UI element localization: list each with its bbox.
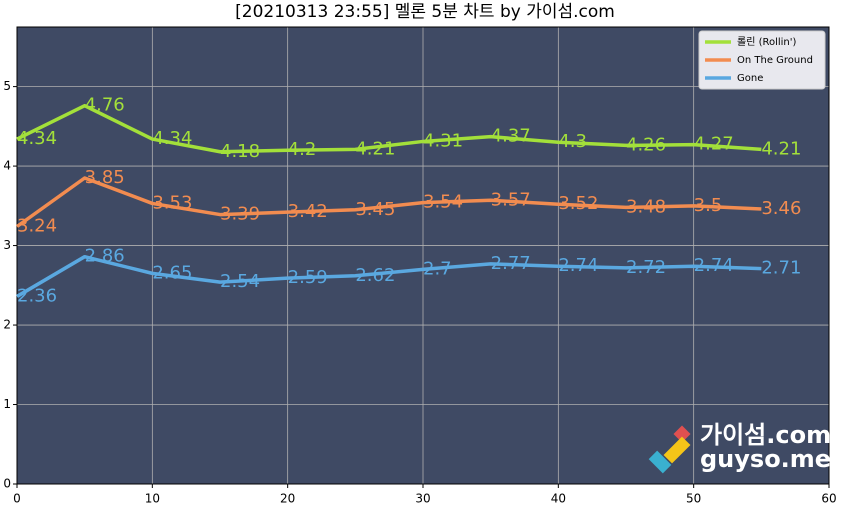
series-line: [16, 103, 762, 154]
data-label: 4.18: [220, 141, 260, 162]
watermark-text: 가이섬.com: [700, 421, 831, 449]
chart-title: [20210313 23:55] 멜론 5분 차트 by 가이섬.com: [235, 2, 615, 22]
data-label: 4.34: [17, 128, 57, 149]
legend-box: [698, 30, 826, 90]
y-tick-label: 3: [3, 238, 11, 252]
data-label: 3.45: [355, 199, 395, 220]
y-tick-label: 5: [3, 79, 11, 93]
series-line: [15, 176, 762, 228]
y-tick-label: 0: [3, 477, 11, 491]
watermark-icon: [673, 425, 691, 443]
x-tick-label: 20: [280, 492, 295, 506]
data-label: 2.86: [85, 246, 125, 267]
data-label: 4.2: [288, 139, 317, 160]
data-label: 4.21: [761, 138, 801, 159]
y-tick-label: 1: [3, 397, 11, 411]
x-tick-label: 40: [551, 492, 566, 506]
y-tick-label: 2: [3, 318, 11, 332]
data-label: 2.7: [423, 258, 452, 279]
data-label: 4.31: [423, 130, 463, 151]
data-label: 3.57: [491, 189, 531, 210]
x-tick-label: 0: [13, 492, 21, 506]
data-label: 3.53: [152, 192, 192, 213]
data-label: 3.54: [423, 192, 463, 213]
data-label: 3.85: [85, 167, 125, 188]
data-label: 2.74: [694, 255, 734, 276]
data-label: 4.34: [152, 128, 192, 149]
y-tick-label: 4: [3, 159, 11, 173]
data-label: 2.74: [558, 255, 598, 276]
legend-label: On The Ground: [737, 55, 813, 66]
x-tick-label: 50: [686, 492, 701, 506]
data-label: 4.27: [694, 134, 734, 155]
data-label: 3.48: [626, 196, 666, 217]
data-label: 4.21: [355, 138, 395, 159]
data-label: 2.77: [491, 253, 531, 274]
data-label: 2.71: [761, 258, 801, 279]
data-label: 2.65: [152, 262, 192, 283]
legend-label: 롤린 (Rollin'): [737, 36, 797, 48]
legend-label: Gone: [737, 73, 763, 84]
data-label: 4.26: [626, 134, 666, 155]
legend: 롤린 (Rollin') On The Ground Gone: [698, 30, 826, 90]
x-tick-label: 60: [821, 492, 836, 506]
watermark-text: guyso.me: [700, 445, 831, 473]
series-line: [16, 254, 762, 298]
watermark-icon: [663, 436, 691, 464]
data-label: 2.59: [288, 267, 328, 288]
x-tick-label: 30: [415, 492, 430, 506]
data-label: 3.39: [220, 204, 260, 225]
data-label: 3.46: [761, 198, 801, 219]
data-label: 2.54: [220, 271, 260, 292]
plot-frame: [16, 26, 830, 485]
watermark-icon: [648, 450, 672, 474]
data-label: 4.37: [491, 126, 531, 147]
data-label: 2.62: [355, 265, 395, 286]
data-label: 4.76: [85, 95, 125, 116]
data-label: 2.72: [626, 257, 666, 278]
data-label: 3.5: [694, 195, 723, 216]
data-label: 3.52: [558, 193, 598, 214]
x-tick-label: 10: [145, 492, 160, 506]
data-label: 3.24: [17, 215, 57, 236]
data-label: 3.42: [288, 201, 328, 222]
data-label: 2.36: [17, 285, 57, 306]
data-label: 4.3: [558, 131, 587, 152]
